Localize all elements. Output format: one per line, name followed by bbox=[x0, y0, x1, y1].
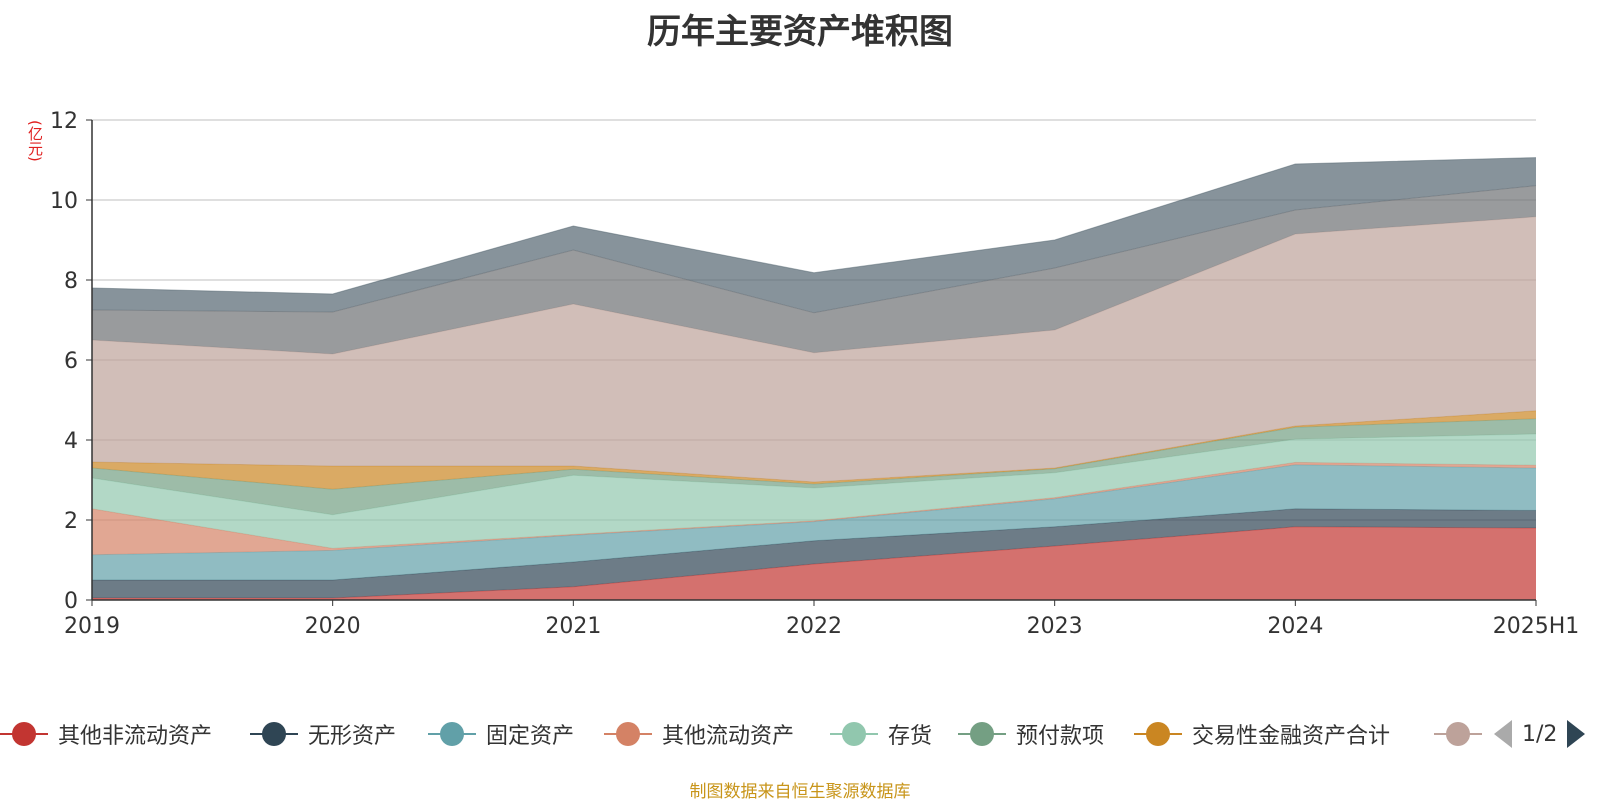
y-tick-label: 2 bbox=[64, 509, 78, 534]
legend-marker bbox=[428, 714, 476, 754]
legend-label: 其他非流动资产 bbox=[58, 724, 213, 749]
legend-label: 预付款项 bbox=[1016, 724, 1105, 749]
legend-marker bbox=[958, 714, 1006, 754]
legend-label: 其他流动资产 bbox=[662, 724, 795, 749]
y-tick-label: 0 bbox=[64, 589, 78, 614]
legend-label: 固定资产 bbox=[486, 724, 575, 749]
legend-item-other-current-assets[interactable]: 其他流动资产 bbox=[604, 714, 794, 754]
y-tick-label: 6 bbox=[64, 349, 78, 374]
y-tick-label: 4 bbox=[64, 429, 78, 454]
area-series-1 bbox=[92, 508, 1536, 598]
legend-marker bbox=[250, 714, 298, 754]
legend: 其他非流动资产 无形资产 固定资产 其他流动资产 存货 预付款项 交易性金融资产… bbox=[0, 714, 1600, 754]
area-series-0 bbox=[92, 526, 1536, 600]
pager-next-icon[interactable] bbox=[1567, 720, 1586, 748]
y-tick-label: 12 bbox=[50, 109, 78, 134]
legend-label: 存货 bbox=[888, 724, 933, 749]
x-tick-label: 2022 bbox=[786, 614, 842, 639]
area-series-5 bbox=[92, 418, 1536, 515]
legend-item-inventory[interactable]: 存货 bbox=[830, 714, 932, 754]
chart-title: 历年主要资产堆积图 bbox=[647, 12, 953, 52]
legend-marker bbox=[830, 714, 878, 754]
legend-marker bbox=[1134, 714, 1182, 754]
legend-item-prepayments[interactable]: 预付款项 bbox=[958, 714, 1104, 754]
x-tick-label: 2019 bbox=[64, 614, 120, 639]
legend-item-intangible-assets[interactable]: 无形资产 bbox=[250, 714, 396, 754]
x-tick-label: 2023 bbox=[1027, 614, 1083, 639]
legend-label: 交易性金融资产合计 bbox=[1192, 724, 1391, 749]
x-tick-label: 2020 bbox=[305, 614, 361, 639]
pager-prev-icon[interactable] bbox=[1494, 720, 1512, 748]
area-series-6 bbox=[92, 410, 1536, 490]
pager-page-indicator: 1/2 bbox=[1522, 721, 1558, 747]
legend-label: 无形资产 bbox=[308, 724, 397, 749]
legend-item-other-noncurrent-assets[interactable]: 其他非流动资产 bbox=[0, 714, 212, 754]
x-tick-label: 2021 bbox=[545, 614, 601, 639]
legend-marker bbox=[604, 714, 652, 754]
area-series-7 bbox=[92, 216, 1536, 483]
y-tick-label: 8 bbox=[64, 269, 78, 294]
area-series-4 bbox=[92, 434, 1536, 549]
area-series-9 bbox=[92, 157, 1536, 313]
source-note: 制图数据来自恒生聚源数据库 bbox=[689, 782, 911, 802]
y-tick-label: 10 bbox=[50, 189, 78, 214]
x-tick-label: 2025H1 bbox=[1493, 614, 1580, 639]
legend-marker bbox=[0, 714, 48, 754]
legend-item-fixed-assets[interactable]: 固定资产 bbox=[428, 714, 574, 754]
series-line-9 bbox=[91, 157, 1537, 295]
area-series-3 bbox=[92, 462, 1536, 555]
legend-item-trading-financial-assets[interactable]: 交易性金融资产合计 bbox=[1134, 714, 1390, 754]
legend-item-partial[interactable] bbox=[1434, 714, 1492, 754]
legend-marker bbox=[1434, 714, 1482, 754]
legend-pager: 1/2 bbox=[1494, 714, 1600, 754]
x-tick-label: 2024 bbox=[1267, 614, 1323, 639]
area-series-8 bbox=[92, 185, 1536, 354]
area-series-2 bbox=[92, 464, 1536, 580]
y-axis-unit: (亿元) bbox=[26, 120, 44, 162]
